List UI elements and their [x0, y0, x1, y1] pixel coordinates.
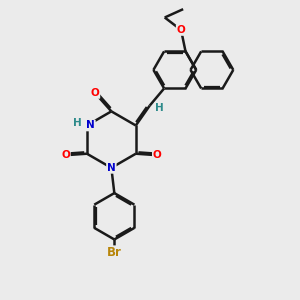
Text: O: O: [153, 150, 162, 160]
Text: H: H: [73, 118, 82, 128]
Text: O: O: [61, 150, 70, 160]
Text: H: H: [155, 103, 164, 113]
Text: N: N: [86, 121, 95, 130]
Text: Br: Br: [107, 246, 122, 259]
Text: O: O: [91, 88, 99, 98]
Text: O: O: [177, 25, 185, 35]
Text: N: N: [107, 163, 116, 173]
